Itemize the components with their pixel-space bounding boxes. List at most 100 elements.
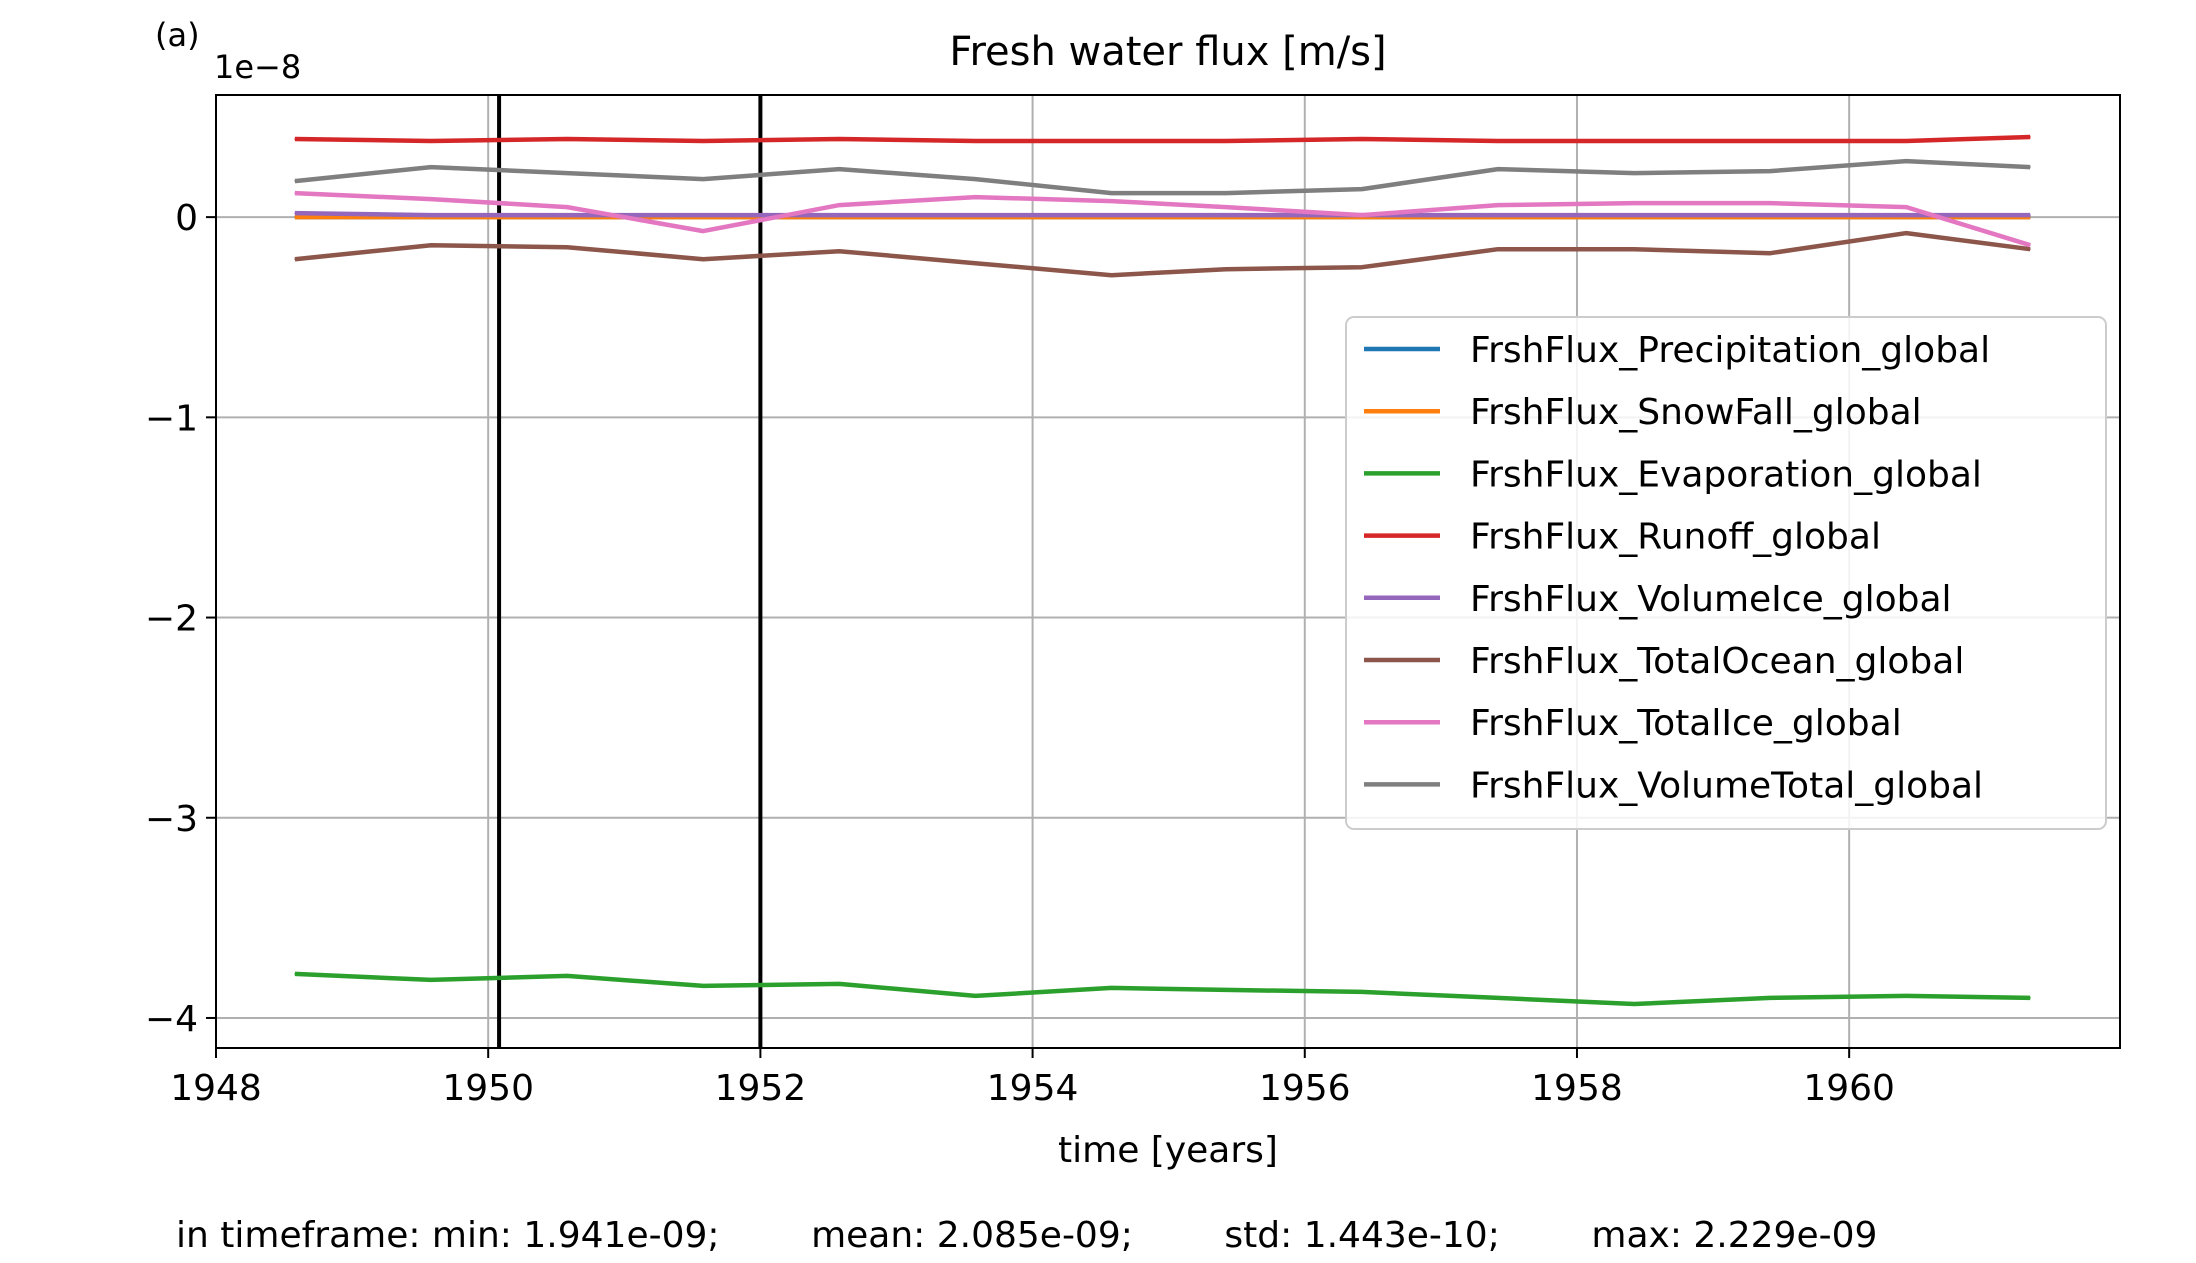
data-point-frshflux-runoff-global-2 (566, 138, 568, 140)
data-point-frshflux-runoff-global-11 (1769, 140, 1771, 142)
data-point-frshflux-volumeice-global-0 (294, 212, 296, 214)
data-point-frshflux-evaporation-global-4 (838, 983, 840, 985)
data-point-frshflux-totalocean-global-4 (838, 250, 840, 252)
footer-stats: in timeframe: min: 1.941e-09; mean: 2.08… (176, 1215, 1877, 1256)
series-line-frshflux-evaporation-global (294, 971, 2031, 1007)
x-tick-label-4: 1956 (1259, 1068, 1351, 1109)
data-point-frshflux-volumeice-global-4 (838, 214, 840, 216)
y-tick-label-1: −3 (145, 799, 198, 840)
data-point-frshflux-totalice-global-0 (294, 192, 296, 194)
x-tick-label-0: 1948 (170, 1068, 262, 1109)
data-point-frshflux-totalice-global-8 (1361, 214, 1363, 216)
data-point-frshflux-totalocean-global-1 (430, 244, 432, 246)
data-point-frshflux-evaporation-global-9 (1497, 997, 1499, 999)
legend-label-frshflux-snowfall-global: FrshFlux_SnowFall_global (1470, 392, 1922, 433)
legend-label-frshflux-precipitation-global: FrshFlux_Precipitation_global (1470, 330, 1990, 371)
data-point-frshflux-totalocean-global-8 (1361, 266, 1363, 268)
data-point-frshflux-totalice-global-6 (1110, 200, 1113, 202)
data-point-frshflux-totalice-global-2 (566, 206, 568, 208)
data-point-frshflux-volumetotal-global-4 (838, 168, 840, 170)
data-point-frshflux-evaporation-global-11 (1769, 997, 1771, 999)
x-tick-label-5: 1958 (1531, 1068, 1623, 1109)
data-point-frshflux-totalocean-global-6 (1110, 274, 1113, 276)
x-tick-label-3: 1954 (987, 1068, 1079, 1109)
data-point-frshflux-runoff-global-12 (1905, 140, 1907, 142)
data-point-frshflux-runoff-global-6 (1110, 140, 1113, 142)
x-tick-label-1: 1950 (442, 1068, 534, 1109)
data-point-frshflux-totalocean-global-9 (1497, 248, 1499, 250)
data-point-frshflux-volumetotal-global-8 (1361, 188, 1363, 190)
y-tick-label-4: 0 (175, 198, 198, 239)
data-point-frshflux-evaporation-global-10 (1633, 1003, 1635, 1005)
data-point-frshflux-totalocean-global-0 (294, 258, 296, 260)
y-tick-label-0: −4 (145, 999, 198, 1040)
data-point-frshflux-volumetotal-global-9 (1497, 168, 1499, 170)
data-point-frshflux-evaporation-global-1 (430, 979, 432, 981)
data-point-frshflux-volumeice-global-12 (1905, 214, 1907, 216)
data-point-frshflux-volumetotal-global-3 (702, 178, 704, 180)
data-point-frshflux-volumetotal-global-12 (1905, 160, 1907, 162)
data-point-frshflux-runoff-global-5 (974, 140, 977, 142)
data-point-frshflux-totalice-global-10 (1633, 202, 1635, 204)
data-point-frshflux-totalocean-global-12 (1905, 232, 1907, 234)
data-point-frshflux-evaporation-global-6 (1110, 987, 1113, 989)
data-point-frshflux-volumetotal-global-7 (1225, 192, 1227, 194)
data-point-frshflux-runoff-global-13 (2029, 136, 2031, 138)
data-point-frshflux-evaporation-global-5 (974, 995, 977, 997)
y-tick-label-2: −2 (145, 599, 198, 640)
data-point-frshflux-runoff-global-4 (838, 138, 840, 140)
data-point-frshflux-volumetotal-global-0 (294, 180, 296, 182)
data-point-frshflux-runoff-global-9 (1497, 140, 1499, 142)
data-point-frshflux-volumetotal-global-11 (1769, 170, 1771, 172)
data-point-frshflux-totalocean-global-11 (1769, 252, 1771, 254)
data-point-frshflux-volumetotal-global-10 (1633, 172, 1635, 174)
data-point-frshflux-totalice-global-7 (1225, 206, 1227, 208)
data-point-frshflux-totalice-global-9 (1497, 204, 1499, 206)
data-point-frshflux-volumeice-global-7 (1225, 214, 1227, 216)
legend-label-frshflux-evaporation-global: FrshFlux_Evaporation_global (1470, 454, 1982, 495)
x-axis: 1948 1950 1952 1954 1956 1958 1960 (170, 1048, 1895, 1109)
data-point-frshflux-runoff-global-10 (1633, 140, 1635, 142)
x-tick-label-2: 1952 (715, 1068, 807, 1109)
data-point-frshflux-totalocean-global-5 (974, 262, 977, 264)
data-point-frshflux-volumetotal-global-13 (2029, 166, 2031, 168)
y-axis: −4 −3 −2 −1 0 (145, 198, 216, 1040)
series-line-frshflux-totalice-global (294, 190, 2031, 248)
data-point-frshflux-evaporation-global-8 (1361, 991, 1363, 993)
data-point-frshflux-volumeice-global-1 (430, 214, 432, 216)
series-line-frshflux-volumeice-global (294, 210, 2031, 218)
data-point-frshflux-totalice-global-12 (1905, 206, 1907, 208)
series-lines (294, 134, 2031, 1007)
data-point-frshflux-runoff-global-7 (1225, 140, 1227, 142)
panel-label: (a) (155, 16, 200, 54)
data-point-frshflux-totalice-global-11 (1769, 202, 1771, 204)
x-axis-label: time [years] (1058, 1130, 1278, 1171)
x-tick-label-6: 1960 (1803, 1068, 1895, 1109)
legend-label-frshflux-totalocean-global: FrshFlux_TotalOcean_global (1470, 641, 1964, 682)
data-point-frshflux-totalocean-global-13 (2029, 248, 2031, 250)
data-point-frshflux-totalice-global-5 (974, 196, 977, 198)
data-point-frshflux-volumeice-global-6 (1110, 214, 1113, 216)
series-line-frshflux-totalocean-global (294, 230, 2031, 278)
legend: FrshFlux_Precipitation_global FrshFlux_Sn… (1345, 316, 2107, 830)
data-point-frshflux-totalocean-global-2 (566, 246, 568, 248)
data-point-frshflux-runoff-global-0 (294, 138, 296, 140)
data-point-frshflux-volumetotal-global-1 (430, 166, 432, 168)
data-point-frshflux-evaporation-global-0 (294, 973, 296, 975)
data-point-frshflux-volumeice-global-11 (1769, 214, 1771, 216)
legend-label-frshflux-volumeice-global: FrshFlux_VolumeIce_global (1470, 579, 1952, 620)
data-point-frshflux-evaporation-global-2 (566, 975, 568, 977)
legend-label-frshflux-volumetotal-global: FrshFlux_VolumeTotal_global (1470, 765, 1983, 806)
data-point-frshflux-volumetotal-global-2 (566, 172, 568, 174)
series-line-frshflux-volumetotal-global (294, 158, 2031, 196)
data-point-frshflux-volumeice-global-13 (2029, 214, 2031, 216)
series-line-frshflux-runoff-global (294, 134, 2031, 144)
data-point-frshflux-evaporation-global-3 (702, 985, 704, 987)
legend-box (1345, 316, 2107, 830)
data-point-frshflux-totalocean-global-3 (702, 258, 704, 260)
plot-frame (215, 94, 2121, 1049)
data-point-frshflux-volumeice-global-2 (566, 214, 568, 216)
data-point-frshflux-volumetotal-global-6 (1110, 192, 1113, 194)
data-point-frshflux-totalice-global-1 (430, 198, 432, 200)
